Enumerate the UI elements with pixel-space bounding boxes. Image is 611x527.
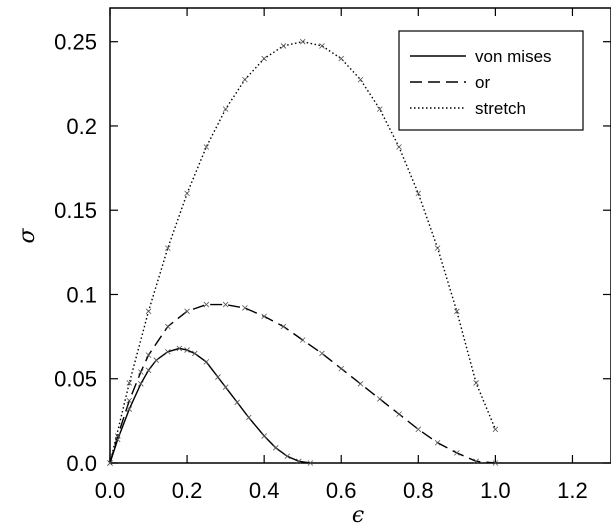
x-tick-label-0: 0.0 <box>95 478 126 503</box>
legend-label-or: or <box>475 73 490 92</box>
x-tick-label-6: 1.2 <box>557 478 588 503</box>
data-point-stretch-20 <box>492 426 499 433</box>
data-point-or-4 <box>145 352 152 358</box>
data-point-stretch-11 <box>319 43 325 49</box>
markers-layer <box>107 38 499 466</box>
data-point-or-2 <box>126 397 133 404</box>
data-point-or-14 <box>338 365 345 372</box>
y-tick-label-3: 0.15 <box>54 198 97 223</box>
y-tick-label-5: 0.25 <box>54 30 97 55</box>
data-point-von-mises-6 <box>165 348 171 355</box>
data-point-von-mises-16 <box>272 445 279 451</box>
data-point-or-6 <box>184 308 190 315</box>
legend-box <box>398 30 584 131</box>
data-point-stretch-18 <box>454 308 460 315</box>
axis-ticks: 0.0 0.2 0.4 0.6 0.8 1.0 1.2 0.0 0.05 0.1 0.15 0.2 0.… <box>54 8 611 503</box>
data-point-stretch-9 <box>280 43 287 49</box>
legend-label-von-mises: von mises <box>475 47 552 66</box>
y-tick-label-0: 0.0 <box>66 451 97 476</box>
data-point-stretch-5 <box>203 144 210 150</box>
x-axis-label: ϵ <box>352 503 364 527</box>
y-tick-label-1: 0.05 <box>54 367 97 392</box>
data-point-or-9 <box>242 305 248 311</box>
data-point-stretch-14 <box>376 106 383 112</box>
data-point-von-mises-19 <box>307 460 314 466</box>
data-point-stretch-12 <box>338 55 345 62</box>
data-point-or-3 <box>138 369 144 375</box>
x-tick-label-3: 0.6 <box>326 478 357 503</box>
data-point-von-mises-9 <box>192 350 198 357</box>
series-line-or <box>109 303 496 464</box>
data-point-von-mises-4 <box>145 367 152 374</box>
data-point-stretch-16 <box>415 190 422 197</box>
x-tick-label-4: 0.8 <box>403 478 434 503</box>
data-point-stretch-15 <box>396 144 402 150</box>
data-point-or-18 <box>415 426 422 433</box>
data-point-stretch-2 <box>145 308 152 315</box>
series-line-von-mises <box>109 347 311 464</box>
data-point-or-5 <box>165 323 171 330</box>
data-point-von-mises-5 <box>153 357 160 363</box>
data-point-or-16 <box>376 396 383 402</box>
y-axis-label: σ <box>15 228 40 244</box>
data-point-or-15 <box>357 381 364 387</box>
data-point-von-mises-10 <box>203 359 210 365</box>
data-point-von-mises-13 <box>234 399 240 406</box>
data-point-or-12 <box>299 337 306 343</box>
data-point-or-11 <box>280 323 287 330</box>
legend-label-stretch: stretch <box>475 99 526 118</box>
data-point-stretch-8 <box>261 55 267 62</box>
data-point-or-7 <box>203 301 210 308</box>
data-point-von-mises-14 <box>245 414 252 421</box>
data-point-von-mises-3 <box>138 381 144 387</box>
data-point-or-17 <box>396 411 402 417</box>
y-tick-label-4: 0.2 <box>66 114 97 139</box>
x-tick-label-5: 1.0 <box>480 478 511 503</box>
data-point-von-mises-7 <box>176 345 183 352</box>
data-point-or-10 <box>261 313 267 320</box>
data-point-or-20 <box>454 450 460 456</box>
data-point-or-22 <box>492 460 499 466</box>
data-point-or-1 <box>114 433 121 439</box>
data-point-stretch-0 <box>107 460 113 466</box>
data-point-stretch-13 <box>357 76 364 83</box>
data-point-or-13 <box>319 350 325 357</box>
plot-frame <box>109 7 611 464</box>
data-point-stretch-19 <box>473 380 479 386</box>
data-point-stretch-3 <box>165 245 171 251</box>
data-point-or-19 <box>434 439 441 446</box>
x-tick-label-2: 0.4 <box>249 478 280 503</box>
data-point-von-mises-15 <box>261 433 267 439</box>
data-point-or-8 <box>222 301 229 308</box>
data-point-or-21 <box>473 458 479 465</box>
data-point-stretch-17 <box>434 245 441 251</box>
data-point-stretch-6 <box>222 106 229 112</box>
data-point-von-mises-8 <box>184 347 190 353</box>
x-tick-label-1: 0.2 <box>172 478 203 503</box>
data-point-von-mises-18 <box>296 458 302 465</box>
data-point-von-mises-17 <box>284 453 291 460</box>
data-point-stretch-1 <box>126 380 133 386</box>
data-point-stretch-10 <box>299 38 306 45</box>
legend: von mises or stretch <box>398 30 584 131</box>
y-tick-label-2: 0.1 <box>66 282 97 307</box>
data-point-stretch-7 <box>242 76 248 83</box>
data-point-von-mises-11 <box>215 374 221 380</box>
data-point-von-mises-2 <box>126 406 133 412</box>
data-point-stretch-4 <box>184 190 190 197</box>
data-point-von-mises-12 <box>222 384 229 390</box>
